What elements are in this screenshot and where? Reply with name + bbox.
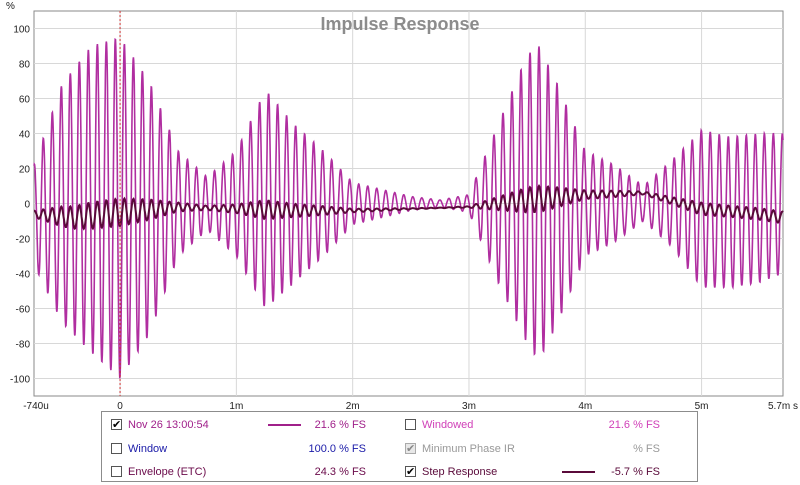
windowed-value: 21.6 % FS	[608, 419, 660, 431]
legend-row-envelope[interactable]: Envelope (ETC) 24.3 % FS	[102, 463, 402, 481]
y-tick-label: -100	[10, 375, 30, 386]
measurement-swatch	[268, 424, 301, 426]
legend-row-windowed[interactable]: Windowed 21.6 % FS	[402, 416, 697, 434]
y-tick-label: 40	[19, 130, 31, 141]
step-label: Step Response	[422, 466, 498, 478]
y-tick-label: -60	[16, 305, 31, 316]
x-tick-label: 5.7m s	[768, 401, 798, 410]
x-tick-label: 2m	[346, 401, 360, 410]
measurement-label: Nov 26 13:00:54	[128, 419, 209, 431]
y-tick-label: 100	[13, 25, 30, 36]
x-tick-label: 3m	[462, 401, 476, 410]
y-tick-label: 0	[24, 200, 30, 211]
y-tick-label: -80	[16, 340, 31, 351]
measurement-checkbox[interactable]	[111, 416, 122, 434]
x-tick-label: 5m	[695, 401, 709, 410]
min-phase-value: % FS	[633, 443, 660, 455]
y-tick-label: -40	[16, 270, 31, 281]
window-value: 100.0 % FS	[308, 443, 366, 455]
y-tick-label: 60	[19, 95, 31, 106]
legend-row-window[interactable]: Window 100.0 % FS	[102, 440, 402, 458]
legend-panel: Nov 26 13:00:54 21.6 % FS Window 100.0 %…	[101, 411, 698, 482]
y-tick-label: 20	[19, 165, 31, 176]
measurement-value: 21.6 % FS	[314, 419, 366, 431]
legend-row-measurement[interactable]: Nov 26 13:00:54 21.6 % FS	[102, 416, 402, 434]
x-tick-label: 4m	[578, 401, 592, 410]
min-phase-checkbox	[405, 440, 416, 458]
x-tick-label: 1m	[229, 401, 243, 410]
envelope-checkbox[interactable]	[111, 466, 122, 477]
window-checkbox[interactable]	[111, 443, 122, 454]
impulse-response-chart[interactable]: 100 80 60 40 20 0 -20 -40 -60 -80 -100 -740u 0 1m 2m 3…	[0, 0, 800, 410]
envelope-value: 24.3 % FS	[314, 466, 366, 478]
envelope-label: Envelope (ETC)	[128, 466, 207, 478]
y-tick-label: -20	[16, 235, 31, 246]
step-response-series-line	[33, 183, 784, 231]
step-swatch	[562, 471, 595, 473]
windowed-checkbox[interactable]	[405, 419, 416, 430]
x-tick-label: 0	[117, 401, 123, 410]
chart-title: Impulse Response	[320, 14, 479, 34]
step-value: -5.7 % FS	[611, 466, 660, 478]
y-tick-label: 80	[19, 60, 31, 71]
window-label: Window	[128, 443, 168, 455]
windowed-label: Windowed	[422, 419, 474, 431]
x-tick-label: -740u	[23, 401, 49, 410]
min-phase-label: Minimum Phase IR	[422, 443, 515, 455]
step-checkbox[interactable]	[405, 463, 416, 481]
y-unit-label: %	[6, 1, 15, 12]
legend-row-min-phase: Minimum Phase IR % FS	[402, 440, 697, 458]
legend-row-step[interactable]: Step Response -5.7 % FS	[402, 463, 697, 481]
